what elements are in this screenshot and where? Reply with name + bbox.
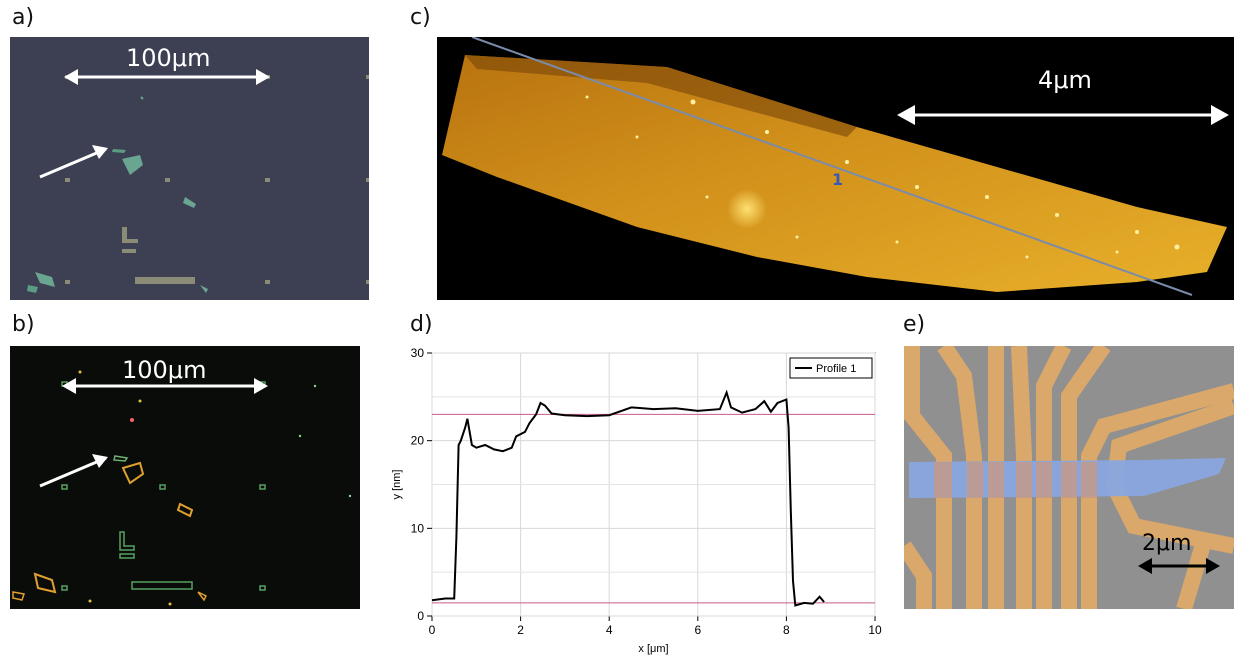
x-tick-label: 10	[868, 623, 882, 637]
y-tick-label: 30	[411, 346, 425, 360]
scale-label-a: 100μm	[126, 44, 211, 72]
afm-line-label: 1	[832, 170, 844, 189]
panel-label-e: e)	[903, 312, 926, 337]
optical-micrograph-a-graphic	[27, 69, 369, 293]
scale-label-e: 2μm	[1142, 531, 1192, 556]
arrow-a	[39, 147, 107, 179]
x-axis-label: x [μm]	[638, 643, 668, 655]
optical-micrograph-a	[10, 37, 369, 300]
arrow-b	[39, 456, 107, 488]
x-tick-label: 2	[517, 623, 524, 637]
sem-image-e-graphic	[904, 346, 1234, 609]
darkfield-micrograph-b	[10, 346, 360, 609]
x-tick-label: 0	[429, 623, 436, 637]
sem-image-e	[904, 346, 1234, 609]
y-tick-label: 0	[417, 609, 424, 623]
x-tick-label: 8	[783, 623, 790, 637]
profile-line	[431, 389, 825, 607]
panel-label-a: a)	[12, 5, 35, 30]
scale-label-c: 4μm	[1038, 66, 1092, 94]
afm-image-c	[437, 37, 1234, 300]
scale-label-b: 100μm	[122, 356, 207, 384]
legend-box	[789, 357, 873, 379]
x-tick-label: 4	[606, 623, 613, 637]
panel-label-d: d)	[410, 312, 433, 337]
y-axis-label: y [nm]	[391, 470, 403, 500]
afm-image-c-graphic	[442, 37, 1229, 296]
height-profile-chart: 0 2 4 6 8 10 0 10 20 30 x [μm] y [nm] Profile 1	[391, 346, 882, 655]
afm-profile-line	[471, 37, 1193, 296]
y-tick-label: 10	[411, 521, 425, 535]
panel-label-b: b)	[12, 312, 35, 337]
darkfield-micrograph-b-graphic	[12, 370, 352, 606]
x-tick-label: 6	[694, 623, 701, 637]
panel-label-c: c)	[410, 5, 431, 30]
legend-label: Profile 1	[816, 363, 856, 375]
y-tick-label: 20	[411, 434, 425, 448]
